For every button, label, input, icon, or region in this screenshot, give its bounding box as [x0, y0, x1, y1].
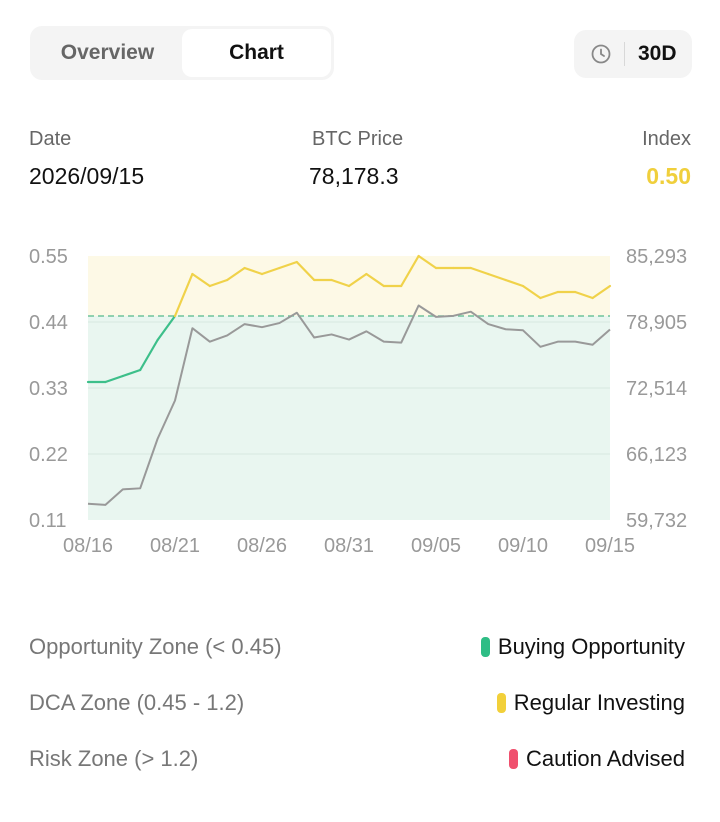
- index-line-segment: [365, 272, 385, 288]
- index-line-segment: [121, 368, 142, 378]
- index-price-chart[interactable]: 0.55 0.44 0.33 0.22 0.11 85,293 78,905 72,514 66…: [0, 230, 720, 570]
- index-line-segment: [521, 284, 542, 300]
- x-tick-label: 08/26: [237, 535, 287, 557]
- y-left-tick-label: 0.11: [29, 510, 66, 532]
- zone-tag-text: Regular Investing: [513, 690, 685, 715]
- stat-price: BTC Price 78,178.3: [309, 128, 403, 190]
- zone-tag-text: Caution Advised: [526, 746, 685, 771]
- legend-row-opportunity: Opportunity Zone (< 0.45) Buying Opportu…: [29, 630, 685, 686]
- stats-row: Date 2026/09/15 BTC Price 78,178.3 Index…: [29, 128, 691, 198]
- yellow-marker-icon: [496, 693, 506, 713]
- btc-price-line: [87, 304, 611, 506]
- index-line-segment: [295, 260, 316, 282]
- zone-tag: Buying Opportunity: [480, 634, 685, 660]
- index-line-segment: [469, 266, 490, 276]
- x-tick-label: 08/16: [63, 535, 113, 557]
- price-value: 78,178.3: [309, 163, 399, 189]
- x-tick-label: 09/15: [585, 535, 635, 557]
- green-marker-icon: [480, 637, 490, 657]
- index-line-segment: [417, 254, 438, 270]
- x-tick-label: 08/21: [150, 535, 200, 557]
- period-divider: [624, 42, 625, 66]
- index-line-segment: [173, 272, 194, 318]
- zone-label: Opportunity Zone (< 0.45): [29, 634, 282, 659]
- y-right-tick-label: 72,514: [626, 378, 687, 400]
- zone-tag: Regular Investing: [496, 690, 685, 716]
- tab-chart[interactable]: Chart: [182, 29, 331, 77]
- index-line-segment: [487, 272, 507, 282]
- stat-date: Date 2026/09/15: [29, 128, 144, 190]
- index-line-segment: [539, 290, 559, 300]
- index-line-segment: [260, 266, 281, 276]
- index-line-segment: [226, 266, 246, 282]
- index-line-segment: [208, 278, 229, 288]
- y-left-tick-label: 0.55: [29, 246, 68, 268]
- index-line-segment: [139, 338, 159, 372]
- index-line-segment: [104, 374, 124, 384]
- x-tick-label: 09/10: [498, 535, 548, 557]
- price-label: BTC Price: [312, 128, 404, 150]
- clock-icon: [590, 43, 612, 65]
- date-value: 2026/09/15: [29, 163, 145, 189]
- zone-legend: Opportunity Zone (< 0.45) Buying Opportu…: [29, 630, 685, 798]
- index-line-segment: [574, 290, 594, 300]
- index-label: Index: [642, 128, 691, 150]
- y-right-tick-label: 85,293: [626, 246, 687, 268]
- x-tick-label: 08/31: [324, 535, 374, 557]
- index-line-segment: [347, 272, 368, 288]
- legend-row-dca: DCA Zone (0.45 - 1.2) Regular Investing: [29, 686, 685, 742]
- index-line-segment: [243, 266, 264, 276]
- y-left-tick-label: 0.33: [29, 378, 68, 400]
- zone-label: DCA Zone (0.45 - 1.2): [29, 690, 245, 715]
- zone-tag: Caution Advised: [509, 746, 685, 772]
- index-line-segment: [504, 278, 525, 288]
- x-tick-label: 09/05: [411, 535, 461, 557]
- zone-tag-text: Buying Opportunity: [497, 634, 685, 659]
- tab-overview[interactable]: Overview: [60, 41, 155, 64]
- y-right-tick-label: 59,732: [626, 510, 687, 532]
- index-line-segment: [400, 254, 420, 288]
- zone-label: Risk Zone (> 1.2): [29, 746, 199, 771]
- view-tabs: Overview Chart: [30, 26, 334, 80]
- opportunity-zone-band: [88, 316, 610, 520]
- y-left-tick-label: 0.44: [29, 312, 68, 334]
- period-selector[interactable]: 30D: [574, 30, 692, 78]
- index-line-segment: [591, 284, 612, 300]
- index-line-segment: [330, 278, 351, 288]
- y-left-tick-label: 0.22: [29, 444, 68, 466]
- legend-row-risk: Risk Zone (> 1.2) Caution Advised: [29, 742, 685, 798]
- period-value: 30D: [638, 42, 677, 65]
- index-line-segment: [156, 314, 177, 342]
- date-label: Date: [29, 128, 72, 150]
- stat-index: Index 0.50: [642, 128, 691, 190]
- y-right-tick-label: 78,905: [626, 312, 687, 334]
- index-value: 0.50: [646, 163, 691, 189]
- index-line-segment: [278, 260, 298, 270]
- index-line-segment: [191, 272, 211, 288]
- y-right-tick-label: 66,123: [626, 444, 687, 466]
- red-marker-icon: [509, 749, 518, 769]
